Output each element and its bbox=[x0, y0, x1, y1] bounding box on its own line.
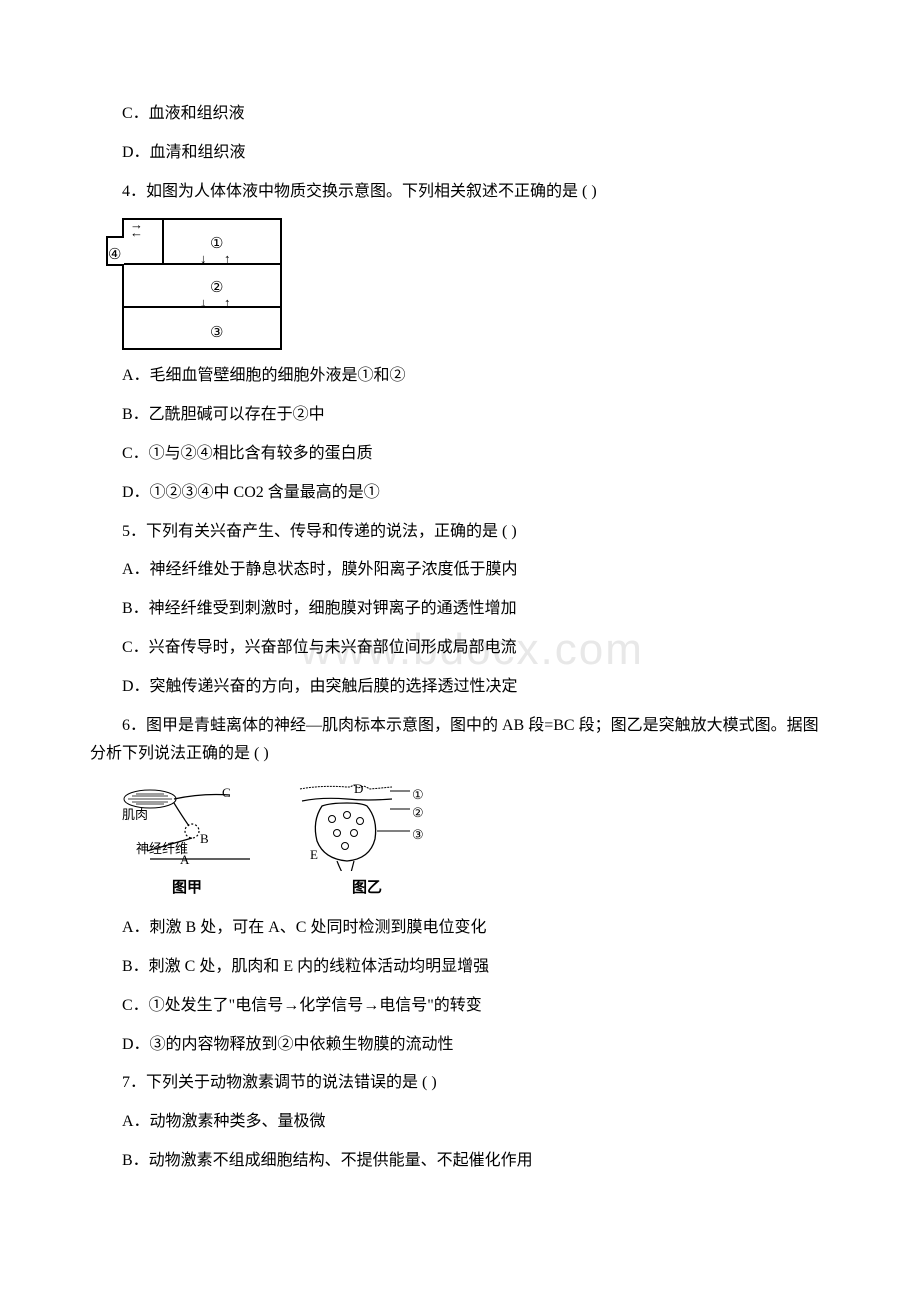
q6-label-c: C bbox=[222, 781, 231, 804]
q5-option-b: B．神经纤维受到刺激时，细胞膜对钾离子的通透性增加 bbox=[90, 595, 830, 624]
q6-label-d: D bbox=[354, 777, 363, 800]
q5-stem: 5．下列有关兴奋产生、传导和传递的说法，正确的是 ( ) bbox=[90, 518, 830, 547]
q4-option-c: C．①与②④相比含有较多的蛋白质 bbox=[90, 440, 830, 469]
q6-caption-a: 图甲 bbox=[122, 875, 252, 902]
q6-option-b: B．刺激 C 处，肌肉和 E 内的线粒体活动均明显增强 bbox=[90, 953, 830, 982]
q6-label-a: A bbox=[180, 848, 189, 871]
q7-option-a: A．动物激素种类多、量极微 bbox=[90, 1108, 830, 1137]
q6-label-muscle: 肌肉 bbox=[122, 803, 148, 826]
q6-diagram: 肌肉 神经纤维 C B A 图甲 D bbox=[122, 781, 830, 902]
q7-stem: 7．下列关于动物激素调节的说法错误的是 ( ) bbox=[90, 1069, 830, 1098]
q6-label-e: E bbox=[310, 843, 318, 866]
q6-stem: 6．图甲是青蛙离体的神经—肌肉标本示意图，图中的 AB 段=BC 段；图乙是突触… bbox=[90, 712, 830, 770]
q4-diagram-label-3: ③ bbox=[210, 320, 223, 347]
q4-diagram: ① ② ③ ④ → ← ↓ ↑ ↓ ↑ bbox=[122, 218, 282, 350]
q7-option-b: B．动物激素不组成细胞结构、不提供能量、不起催化作用 bbox=[90, 1147, 830, 1176]
q5-option-c: C．兴奋传导时，兴奋部位与未兴奋部位间形成局部电流 bbox=[90, 634, 830, 663]
q6-label-b: B bbox=[200, 827, 209, 850]
q4-diagram-label-1: ① bbox=[210, 231, 223, 258]
q6-label-3: ③ bbox=[412, 823, 424, 846]
q6-label-2: ② bbox=[412, 801, 424, 824]
q4-diagram-label-2: ② bbox=[210, 275, 223, 302]
q6-option-d: D．③的内容物释放到②中依赖生物膜的流动性 bbox=[90, 1031, 830, 1060]
q5-option-a: A．神经纤维处于静息状态时，膜外阳离子浓度低于膜内 bbox=[90, 556, 830, 585]
q6-option-a: A．刺激 B 处，可在 A、C 处同时检测到膜电位变化 bbox=[90, 914, 830, 943]
q6-diagram-b: D E ① ② ③ 图乙 bbox=[292, 781, 442, 902]
q4-option-d: D．①②③④中 CO2 含量最高的是① bbox=[90, 479, 830, 508]
q5-option-d: D．突触传递兴奋的方向，由突触后膜的选择透过性决定 bbox=[90, 673, 830, 702]
q3-option-c: C．血液和组织液 bbox=[90, 100, 830, 129]
q6-caption-b: 图乙 bbox=[292, 875, 442, 902]
q4-stem: 4．如图为人体体液中物质交换示意图。下列相关叙述不正确的是 ( ) bbox=[90, 178, 830, 207]
q4-option-a: A．毛细血管壁细胞的细胞外液是①和② bbox=[90, 362, 830, 391]
q4-diagram-label-4: ④ bbox=[108, 242, 121, 269]
q4-option-b: B．乙酰胆碱可以存在于②中 bbox=[90, 401, 830, 430]
q3-option-d: D．血清和组织液 bbox=[90, 139, 830, 168]
q6-diagram-a: 肌肉 神经纤维 C B A 图甲 bbox=[122, 781, 252, 902]
q6-option-c: C．①处发生了"电信号→化学信号→电信号"的转变 bbox=[90, 992, 830, 1021]
